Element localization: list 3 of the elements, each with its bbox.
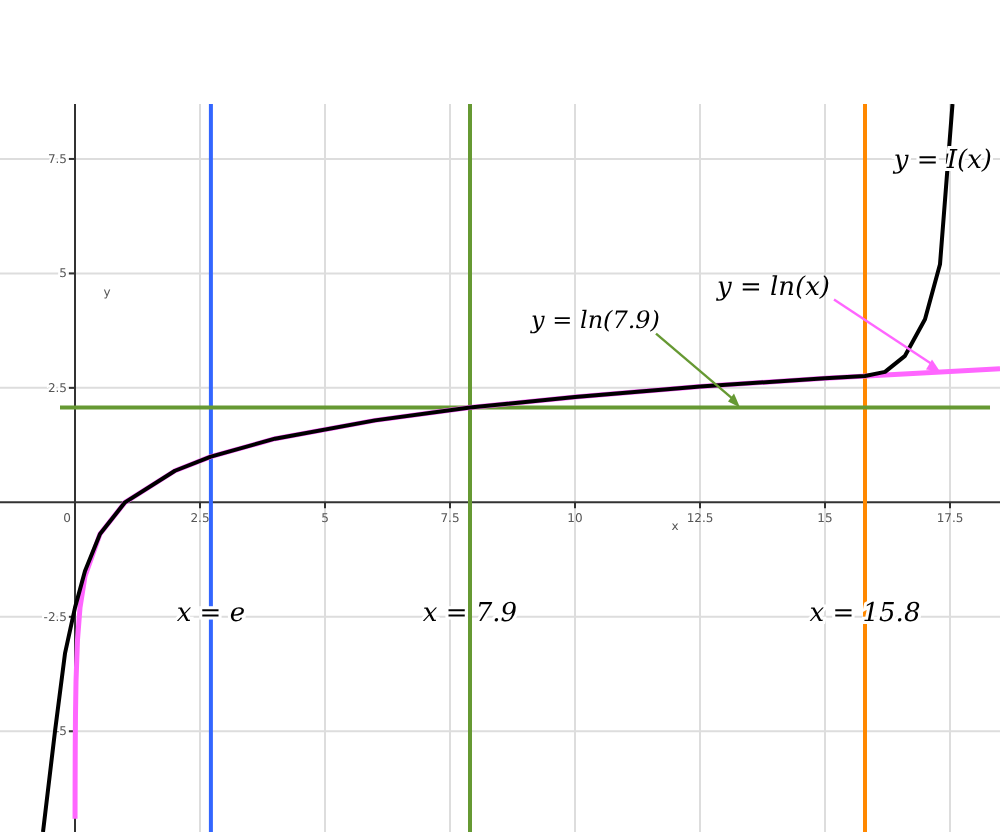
ref-line-label: x = 7.9 <box>422 599 518 630</box>
text: y = ln(x) <box>714 273 830 304</box>
ref-line-label: y = ln(7.9) <box>529 305 661 334</box>
